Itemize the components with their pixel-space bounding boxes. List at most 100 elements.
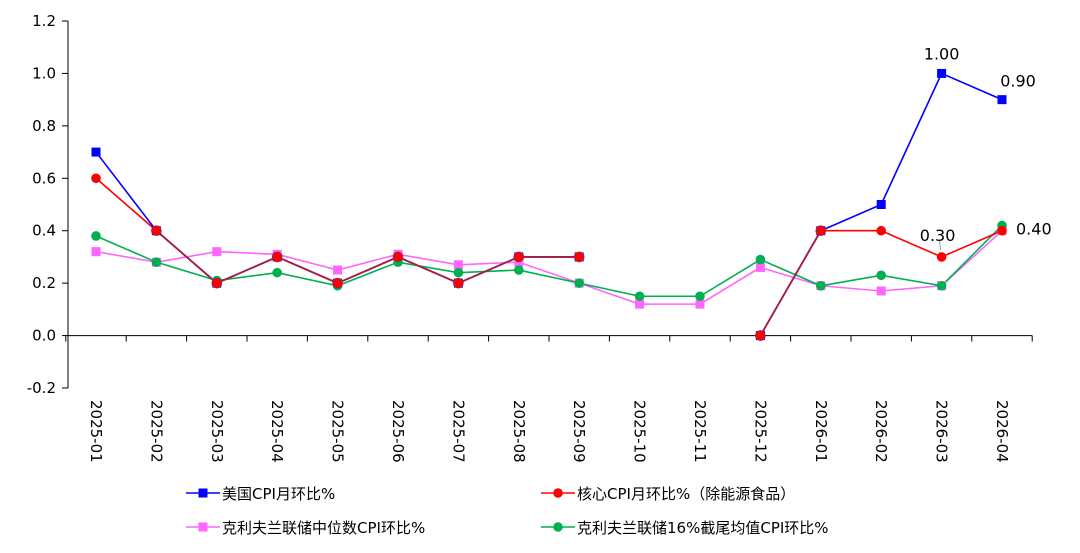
x-tick-label: 2025-09 bbox=[570, 400, 588, 463]
data-point bbox=[392, 251, 404, 263]
y-tick-label: 0.0 bbox=[32, 327, 56, 345]
data-point bbox=[91, 231, 101, 241]
x-tick-label: 2025-04 bbox=[268, 400, 286, 463]
data-label: 0.30 bbox=[920, 226, 956, 245]
x-tick-label: 2026-01 bbox=[812, 400, 830, 463]
data-point bbox=[936, 280, 947, 291]
x-tick-label: 2025-06 bbox=[389, 400, 407, 463]
y-tick-label: 1.0 bbox=[32, 64, 56, 82]
series-layer bbox=[91, 68, 1007, 341]
series-0-markers bbox=[91, 68, 1007, 341]
y-tick-label: 0.2 bbox=[32, 274, 56, 292]
overlap-segment bbox=[397, 256, 459, 284]
data-point bbox=[91, 247, 101, 257]
overlap-line bbox=[155, 230, 822, 337]
series-3-markers bbox=[91, 220, 1007, 302]
x-tick-label: 2025-02 bbox=[147, 400, 165, 463]
data-point bbox=[151, 225, 162, 237]
data-point bbox=[876, 200, 886, 209]
y-tick-label: 0.8 bbox=[32, 117, 56, 135]
annotations: 1.00 0.90 0.30 0.40 bbox=[920, 44, 1052, 250]
data-point bbox=[553, 522, 563, 532]
data-point bbox=[755, 330, 766, 341]
y-tick-label: 1.2 bbox=[32, 12, 56, 30]
y-tick-label: 0.4 bbox=[32, 222, 56, 240]
overlap-segment bbox=[155, 230, 218, 284]
legend-item: 核心CPI月环比%（除能源食品） bbox=[541, 485, 795, 503]
data-point bbox=[453, 260, 463, 270]
data-point bbox=[271, 251, 283, 263]
x-tick-label: 2025-12 bbox=[751, 400, 769, 463]
data-label: 0.40 bbox=[1016, 220, 1052, 239]
data-point bbox=[635, 299, 645, 309]
series-line bbox=[95, 224, 1003, 298]
data-point bbox=[332, 277, 343, 289]
x-tick-label: 2025-11 bbox=[691, 400, 709, 463]
data-point bbox=[151, 257, 162, 267]
data-point bbox=[997, 225, 1007, 236]
x-axis bbox=[65, 335, 1033, 342]
series-1-markers bbox=[91, 173, 1007, 341]
x-tick-label: 2025-08 bbox=[510, 400, 528, 463]
overlap-segment bbox=[337, 256, 399, 284]
legend-label: 克利夫兰联储中位数CPI环比% bbox=[222, 519, 425, 537]
x-tick-label: 2025-10 bbox=[631, 400, 649, 463]
x-tick-labels: 2025-01 2025-02 2025-03 2025-04 2025-05 2025-… bbox=[87, 400, 1011, 463]
data-point bbox=[514, 265, 524, 275]
data-label: 1.00 bbox=[924, 44, 960, 63]
series-0 bbox=[95, 72, 1003, 336]
data-point bbox=[198, 522, 208, 532]
data-point bbox=[997, 95, 1007, 105]
legend-item: 克利夫兰联储中位数CPI环比% bbox=[186, 519, 425, 537]
x-tick-label: 2025-01 bbox=[87, 400, 105, 463]
series-3 bbox=[95, 224, 1003, 298]
data-point bbox=[211, 277, 223, 289]
overlap-segment bbox=[458, 256, 520, 284]
data-point bbox=[815, 225, 827, 237]
legend-item: 美国CPI月环比% bbox=[186, 485, 335, 503]
legend-label: 美国CPI月环比% bbox=[222, 485, 335, 503]
x-tick-label: 2026-02 bbox=[872, 400, 890, 463]
data-label: 0.90 bbox=[1000, 72, 1036, 91]
data-point bbox=[876, 225, 886, 236]
data-point bbox=[937, 68, 947, 78]
legend-item: 克利夫兰联储16%截尾均值CPI环比% bbox=[541, 519, 829, 537]
leader-line bbox=[939, 240, 942, 250]
data-point bbox=[453, 277, 464, 289]
y-axis: -0.2 0.0 0.2 0.4 0.6 0.8 1.0 1.2 bbox=[27, 12, 69, 397]
data-point bbox=[91, 173, 101, 184]
data-point bbox=[333, 265, 343, 275]
data-point bbox=[91, 147, 101, 157]
data-point bbox=[695, 299, 705, 309]
series-2 bbox=[95, 230, 1003, 305]
x-tick-label: 2026-04 bbox=[993, 400, 1011, 463]
data-point bbox=[755, 262, 765, 272]
series-2-markers bbox=[91, 226, 1007, 309]
data-point bbox=[453, 267, 464, 278]
data-point bbox=[876, 286, 886, 296]
data-point bbox=[573, 251, 585, 263]
data-point bbox=[876, 270, 886, 281]
data-point bbox=[513, 251, 525, 263]
data-point bbox=[936, 252, 947, 262]
x-tick-label: 2025-03 bbox=[208, 400, 226, 463]
series-line bbox=[95, 230, 1003, 305]
y-tick-label: 0.6 bbox=[32, 169, 56, 187]
overlap-segment bbox=[216, 256, 278, 284]
data-point bbox=[553, 488, 563, 498]
data-point bbox=[574, 278, 584, 288]
data-point bbox=[272, 267, 283, 278]
data-point bbox=[695, 291, 705, 302]
y-tick-label: -0.2 bbox=[27, 379, 56, 397]
data-point bbox=[755, 254, 766, 265]
overlap-segment bbox=[759, 230, 822, 337]
series-line bbox=[759, 229, 1003, 336]
data-point bbox=[212, 247, 222, 257]
overlap-segment bbox=[276, 256, 338, 284]
data-point bbox=[198, 488, 208, 498]
data-point bbox=[634, 291, 645, 302]
data-point bbox=[816, 280, 826, 291]
legend: 美国CPI月环比% 核心CPI月环比%（除能源食品） 克利夫兰联储中位数CPI环比%… bbox=[186, 485, 829, 537]
x-tick-label: 2026-03 bbox=[933, 400, 951, 463]
